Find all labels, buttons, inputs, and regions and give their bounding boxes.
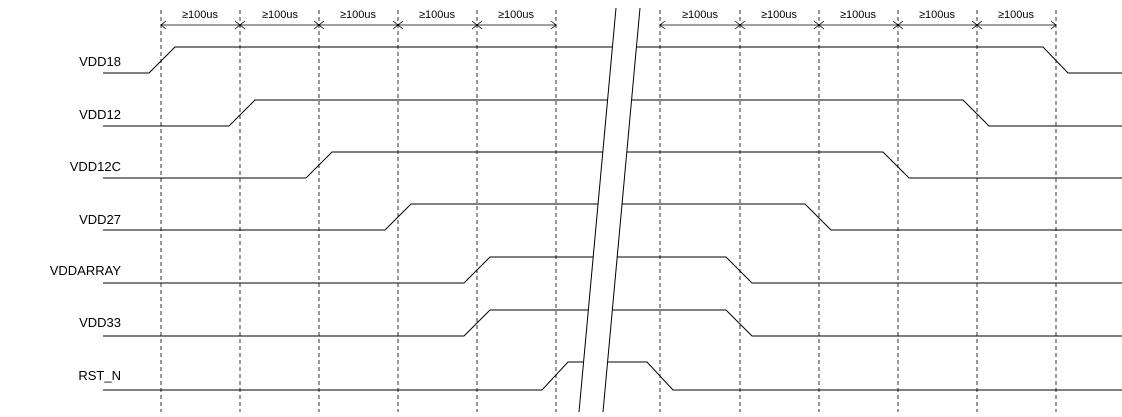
dimension-arrow-right-1 xyxy=(659,20,666,30)
interval-label-right-3: ≥100us xyxy=(840,9,877,21)
dimension-arrow-right-6 xyxy=(1050,20,1057,30)
dimension-arrow-right-4 xyxy=(892,20,904,30)
signal-label-vdd12c: VDD12C xyxy=(70,159,121,174)
signal-labels: VDD18 VDD12 VDD12C VDD27 VDDARRAY VDD33 … xyxy=(50,54,122,383)
dimension-arrow-left-2 xyxy=(234,20,246,30)
signal-label-vdd18: VDD18 xyxy=(79,54,121,69)
interval-label-left-5: ≥100us xyxy=(498,9,535,21)
dimension-arrow-left-4 xyxy=(392,20,404,30)
signal-label-rst-n: RST_N xyxy=(78,368,121,383)
dimension-arrow-right-3 xyxy=(813,20,825,30)
dimension-arrow-right-2 xyxy=(734,20,746,30)
dimension-arrow-left-1 xyxy=(160,20,167,30)
time-break-line-left xyxy=(578,7,617,413)
dimension-arrow-left-5 xyxy=(471,20,483,30)
interval-label-right-4: ≥100us xyxy=(919,9,956,21)
interval-label-right-1: ≥100us xyxy=(682,9,719,21)
interval-label-left-4: ≥100us xyxy=(419,9,456,21)
dimension-arrow-left-6 xyxy=(550,20,557,30)
interval-label-left-2: ≥100us xyxy=(262,9,299,21)
waveform-vdd18 xyxy=(103,46,1122,74)
time-break-marker xyxy=(578,7,641,413)
waveform-vdd33 xyxy=(103,309,1122,337)
dimension-arrow-left-3 xyxy=(313,20,325,30)
interval-label-left-1: ≥100us xyxy=(182,9,219,21)
signal-label-vdd27: VDD27 xyxy=(79,212,121,227)
waveform-rst-n xyxy=(103,361,1122,391)
signal-label-vdd33: VDD33 xyxy=(79,315,121,330)
signal-label-vddarray: VDDARRAY xyxy=(50,263,122,278)
interval-label-left-3: ≥100us xyxy=(340,9,377,21)
signal-label-vdd12: VDD12 xyxy=(79,107,121,122)
time-break-line-right xyxy=(602,7,641,413)
dimension-arrow-right-5 xyxy=(971,20,983,30)
interval-label-right-2: ≥100us xyxy=(761,9,798,21)
timing-guide-lines xyxy=(160,10,1057,412)
interval-label-right-5: ≥100us xyxy=(998,9,1035,21)
interval-dimensions: ≥100us ≥100us ≥100us ≥100us ≥100us ≥100u… xyxy=(160,9,1057,30)
